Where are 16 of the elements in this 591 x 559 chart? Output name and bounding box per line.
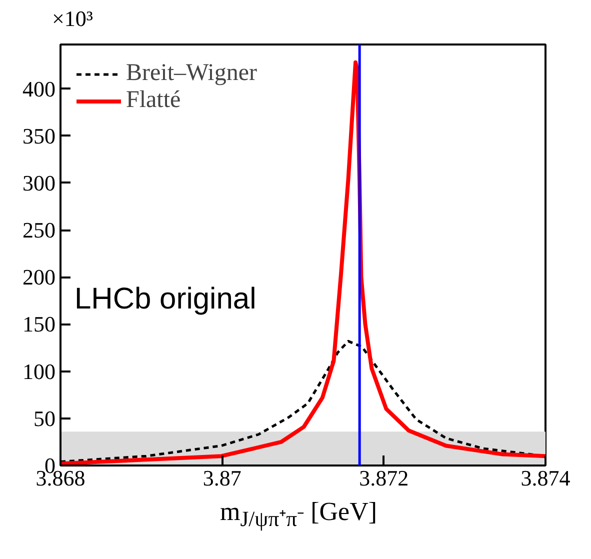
annotation: LHCb original: [74, 282, 256, 316]
legend-label: Flatté: [126, 87, 181, 114]
y-tick-label: 150: [22, 312, 56, 337]
y-tick-label: 200: [22, 264, 56, 290]
legend-label: Breit–Wigner: [126, 60, 257, 87]
x-tick-label: 3.872: [359, 466, 409, 490]
x-axis-title: m$_{J/ψπ⁺π⁻}$ [GeV]: [220, 496, 378, 534]
y-tick-label: 100: [22, 358, 56, 384]
x-tick-label: 3.87: [202, 466, 242, 490]
y-tick-label: 300: [22, 170, 56, 196]
y-tick-label: 400: [22, 76, 56, 102]
text: ×10³: [52, 5, 94, 33]
y-tick-label: 50: [34, 406, 56, 431]
y-tick-label: 250: [22, 218, 56, 243]
x-tick-label: 3.874: [520, 466, 570, 490]
y-tick-label: 350: [22, 123, 56, 148]
